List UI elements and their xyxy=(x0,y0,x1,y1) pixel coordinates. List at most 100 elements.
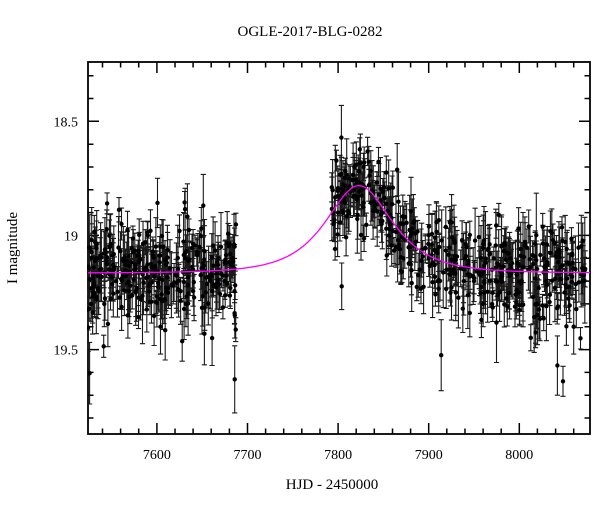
data-point xyxy=(113,278,119,284)
data-point xyxy=(434,229,439,234)
data-point xyxy=(416,273,421,278)
data-point xyxy=(490,290,495,295)
data-point xyxy=(548,250,553,256)
data-point xyxy=(232,313,237,318)
data-point xyxy=(466,262,471,267)
data-point xyxy=(564,246,569,252)
data-point xyxy=(130,236,136,241)
data-point xyxy=(485,289,490,294)
data-point xyxy=(215,262,221,267)
data-point xyxy=(88,301,94,307)
data-point xyxy=(467,310,472,316)
data-point xyxy=(578,336,583,341)
data-point xyxy=(109,275,115,280)
data-point xyxy=(183,250,188,255)
data-point xyxy=(538,252,543,258)
data-point xyxy=(358,160,363,166)
data-point xyxy=(177,228,182,234)
data-point xyxy=(368,168,373,174)
data-point xyxy=(443,224,448,230)
data-point xyxy=(384,253,389,258)
data-point xyxy=(228,251,233,257)
data-point xyxy=(104,201,110,206)
data-point xyxy=(89,255,94,260)
data-point xyxy=(189,245,195,251)
data-point xyxy=(516,263,521,269)
data-point xyxy=(496,212,501,218)
data-point xyxy=(506,290,512,296)
data-point xyxy=(401,256,406,261)
data-point xyxy=(111,291,116,296)
data-point xyxy=(366,159,371,164)
data-point xyxy=(190,288,196,294)
data-point xyxy=(95,256,101,261)
data-point xyxy=(132,267,137,272)
data-point xyxy=(532,315,537,320)
data-point xyxy=(232,377,237,382)
data-point xyxy=(335,232,340,237)
data-point xyxy=(562,290,567,295)
data-point xyxy=(582,268,587,273)
data-point xyxy=(507,271,512,276)
tick-labels-layer: 7600 7700 7800 7900 8000 18.5 19 19.5 xyxy=(54,115,534,463)
data-point xyxy=(203,290,208,295)
data-point xyxy=(448,267,453,272)
data-point xyxy=(355,212,360,218)
data-point xyxy=(130,293,135,298)
data-point xyxy=(184,294,189,299)
data-point xyxy=(157,253,162,258)
data-point xyxy=(89,249,94,255)
data-point xyxy=(531,261,536,267)
data-point xyxy=(233,327,238,332)
data-point xyxy=(465,293,470,298)
data-point xyxy=(199,305,205,310)
data-point xyxy=(437,244,442,250)
data-point xyxy=(396,237,401,243)
data-point xyxy=(472,238,478,243)
data-point xyxy=(228,285,233,291)
data-point xyxy=(444,267,449,272)
data-point xyxy=(396,199,401,204)
data-point xyxy=(174,273,179,278)
data-point xyxy=(339,191,344,196)
data-point xyxy=(569,279,575,285)
data-point xyxy=(129,260,134,265)
data-point xyxy=(499,278,504,284)
data-point xyxy=(119,304,124,310)
data-point xyxy=(535,312,540,318)
data-point xyxy=(131,277,136,282)
data-point xyxy=(159,292,164,297)
data-point xyxy=(504,296,509,301)
data-point xyxy=(552,285,558,290)
data-point xyxy=(414,284,419,290)
data-point xyxy=(340,182,346,187)
data-point xyxy=(354,197,359,202)
data-point xyxy=(224,273,229,278)
data-point xyxy=(124,273,129,278)
data-point xyxy=(342,197,347,203)
data-point xyxy=(453,257,458,263)
data-point xyxy=(165,275,170,280)
data-point xyxy=(154,300,160,306)
data-point xyxy=(565,260,570,265)
data-point xyxy=(332,246,338,252)
data-point xyxy=(185,275,191,280)
data-point xyxy=(379,221,384,227)
data-point xyxy=(387,222,392,227)
data-point xyxy=(408,261,413,267)
data-point xyxy=(418,258,424,263)
data-point xyxy=(459,238,465,243)
data-point xyxy=(545,262,550,267)
data-point xyxy=(98,275,104,280)
data-point xyxy=(125,313,131,318)
data-point xyxy=(518,246,523,252)
data-point xyxy=(116,207,122,212)
data-point xyxy=(159,233,165,239)
data-point xyxy=(508,266,513,271)
data-point xyxy=(581,272,587,278)
data-point xyxy=(560,379,566,384)
data-point xyxy=(208,278,213,283)
data-point xyxy=(535,301,540,307)
data-point xyxy=(376,192,382,197)
data-point xyxy=(571,324,576,329)
